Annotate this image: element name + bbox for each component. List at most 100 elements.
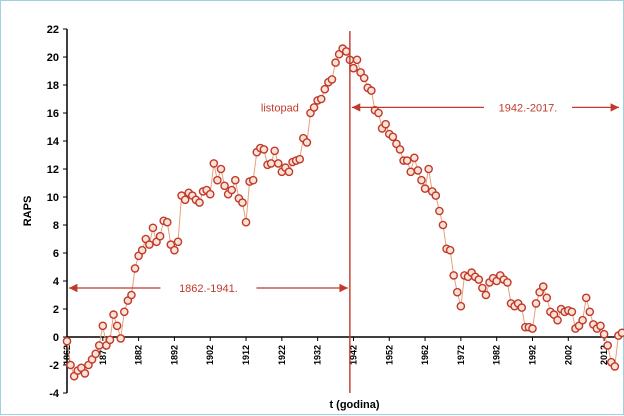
x-tick-label: 2002	[563, 345, 573, 365]
y-tick-label: 4	[53, 276, 60, 288]
data-point	[62, 336, 72, 346]
data-point	[349, 63, 358, 73]
data-point	[327, 75, 337, 84]
data-point	[596, 321, 605, 331]
data-point	[205, 189, 215, 199]
data-point	[431, 191, 441, 200]
data-point	[284, 167, 294, 177]
x-tick-label: 1962	[420, 345, 430, 365]
data-point	[553, 315, 562, 325]
data-point	[435, 206, 444, 216]
data-point	[91, 349, 100, 359]
data-point	[388, 132, 398, 142]
data-point	[137, 245, 147, 255]
data-point	[170, 245, 179, 255]
x-tick-label: 1882	[134, 345, 144, 365]
data-point	[148, 223, 158, 233]
data-point	[417, 175, 426, 185]
data-point	[316, 94, 326, 104]
period2-label: 1942.-2017.	[499, 102, 558, 114]
data-point	[359, 73, 369, 83]
x-tick-label: 1872	[98, 345, 108, 365]
data-point	[420, 184, 430, 193]
data-point	[105, 335, 115, 345]
data-point	[309, 103, 319, 112]
y-tick-label: 0	[53, 332, 59, 344]
x-axis-label: t (godina)	[329, 399, 379, 411]
data-point	[173, 237, 183, 247]
data-point	[127, 290, 136, 300]
data-point	[266, 159, 276, 168]
divider-label: listopad	[261, 102, 299, 114]
data-point	[503, 278, 512, 287]
data-point	[119, 307, 129, 317]
data-point	[517, 303, 527, 312]
data-point	[302, 138, 312, 147]
y-tick-label: 6	[53, 248, 59, 260]
data-point	[402, 156, 412, 165]
period2-arrowhead-left	[351, 103, 361, 112]
data-point	[478, 283, 487, 293]
y-tick-label: -2	[49, 360, 59, 372]
data-point	[66, 360, 75, 370]
data-point	[531, 299, 541, 308]
y-tick-label: 10	[47, 192, 59, 204]
annotations: listopad 1862.-1941. 1942.-2017.	[69, 31, 619, 393]
y-tick-label: 2	[53, 304, 59, 316]
data-point	[238, 198, 247, 207]
x-axis-ticks: 1862187218821892190219121922193219421952…	[62, 337, 609, 365]
data-point	[617, 328, 624, 338]
period2-arrowhead-right	[610, 103, 619, 112]
data-point	[320, 84, 330, 94]
data-point	[367, 86, 376, 95]
data-point	[259, 145, 269, 154]
data-point	[112, 321, 122, 331]
data-point	[162, 217, 172, 227]
data-point	[295, 154, 305, 164]
data-point	[213, 175, 222, 185]
data-point	[116, 334, 126, 343]
period1-label: 1862.-1941.	[179, 283, 238, 295]
data-point	[599, 329, 609, 339]
data-point	[603, 341, 612, 350]
data-point	[180, 195, 190, 205]
data-point	[424, 164, 433, 174]
data-point	[195, 198, 204, 207]
y-tick-label: 8	[53, 220, 59, 232]
data-point	[230, 175, 240, 185]
data-point	[578, 315, 587, 325]
y-tick-label: 20	[47, 52, 59, 64]
x-tick-label: 2012	[599, 345, 609, 365]
y-tick-label: 14	[47, 136, 60, 148]
y-axis-label: RAPS	[22, 196, 34, 227]
x-tick-label: 1932	[313, 345, 323, 365]
data-point	[567, 307, 577, 317]
data-point	[456, 301, 466, 311]
data-point	[98, 321, 108, 331]
x-tick-label: 1942	[348, 345, 358, 365]
y-tick-label: 12	[47, 164, 59, 176]
data-point	[341, 47, 351, 56]
data-point	[130, 264, 140, 273]
x-tick-label: 1952	[384, 345, 394, 365]
x-tick-label: 1992	[527, 345, 537, 365]
data-point	[610, 362, 620, 371]
data-point	[413, 166, 423, 175]
x-tick-label: 1982	[492, 345, 502, 365]
data-point	[585, 307, 595, 317]
data-point	[445, 245, 455, 255]
x-tick-label: 1912	[241, 345, 251, 365]
data-point	[410, 153, 419, 163]
x-tick-label: 1972	[456, 345, 466, 365]
data-point	[80, 369, 90, 378]
data-point	[273, 159, 283, 168]
data-point	[209, 159, 219, 168]
data-point	[94, 341, 104, 350]
data-point	[581, 293, 591, 303]
x-tick-label: 1922	[277, 345, 287, 365]
y-tick-label: -4	[49, 388, 60, 400]
data-points	[62, 44, 624, 381]
data-point	[145, 240, 154, 249]
